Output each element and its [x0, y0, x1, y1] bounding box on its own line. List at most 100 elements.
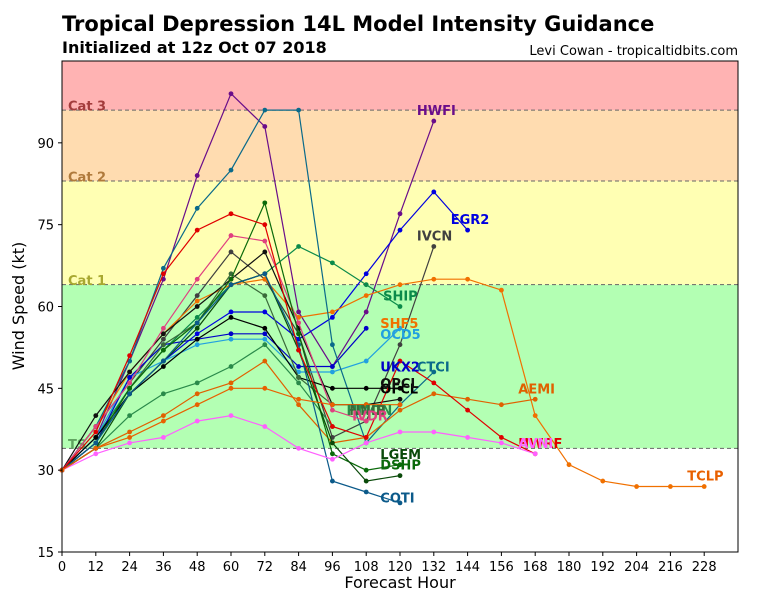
- data-point: [194, 173, 200, 178]
- data-point: [228, 309, 234, 315]
- data-point: [262, 107, 268, 113]
- series-label-avni: AVNI: [518, 437, 553, 452]
- data-point: [93, 435, 99, 440]
- data-point: [296, 309, 301, 315]
- data-point: [262, 325, 268, 331]
- data-point: [127, 440, 132, 446]
- data-point: [228, 282, 234, 288]
- data-point: [330, 424, 335, 429]
- data-point: [363, 440, 369, 446]
- data-point: [228, 315, 234, 320]
- data-point: [330, 440, 335, 446]
- data-point: [93, 413, 99, 419]
- y-axis-label: Wind Speed (kt): [9, 242, 28, 371]
- x-tick-label: 108: [354, 560, 379, 575]
- data-point: [228, 385, 234, 391]
- band-label: Cat 2: [68, 171, 106, 186]
- data-point: [228, 167, 234, 173]
- x-tick-label: 156: [489, 560, 514, 575]
- band-cat-3: [62, 61, 738, 111]
- data-point: [262, 238, 268, 244]
- data-point: [161, 364, 166, 369]
- data-point: [262, 385, 268, 391]
- y-tick-label: 75: [37, 219, 54, 234]
- data-point: [397, 407, 403, 413]
- data-point: [532, 413, 538, 419]
- series-label-ofcl: OFCL: [380, 382, 418, 397]
- data-point: [330, 364, 335, 369]
- data-point: [228, 91, 234, 97]
- data-point: [330, 315, 335, 320]
- data-point: [296, 445, 301, 451]
- data-point: [93, 429, 99, 435]
- data-point: [330, 478, 335, 484]
- data-point: [127, 380, 132, 386]
- data-point: [194, 380, 200, 386]
- data-point: [330, 407, 335, 413]
- data-point: [532, 451, 538, 457]
- data-point: [161, 331, 166, 337]
- band-cat-1: [62, 181, 738, 285]
- x-tick-label: 228: [692, 560, 717, 575]
- data-point: [363, 271, 369, 277]
- data-point: [161, 271, 166, 277]
- data-point: [397, 396, 403, 402]
- data-point: [397, 429, 403, 435]
- data-point: [194, 402, 200, 408]
- data-point: [330, 385, 335, 391]
- y-tick-label: 90: [37, 137, 54, 152]
- data-point: [296, 244, 301, 249]
- data-point: [194, 304, 200, 309]
- data-point: [431, 118, 437, 124]
- data-point: [431, 391, 437, 397]
- series-label-opcl: OPCL: [380, 377, 418, 392]
- axes: 0 12 24 36 48 60 72 84 96 108 120 132 144 156 168 180 19…: [37, 137, 716, 575]
- data-point: [194, 331, 200, 337]
- data-point: [127, 369, 132, 375]
- x-tick-label: 192: [590, 560, 615, 575]
- data-point: [127, 358, 132, 364]
- data-point: [397, 402, 403, 408]
- data-point: [431, 244, 437, 249]
- data-point: [431, 369, 437, 375]
- data-point: [330, 369, 335, 375]
- series-label-dshp: DSHP: [380, 459, 421, 474]
- data-point: [228, 331, 234, 337]
- data-point: [161, 336, 166, 342]
- data-point: [397, 342, 403, 348]
- x-tick-label: 168: [523, 560, 548, 575]
- series-ivdr: [59, 233, 369, 473]
- data-point: [296, 347, 301, 353]
- data-point: [363, 358, 369, 364]
- data-point: [194, 391, 200, 397]
- series-tclp: [59, 385, 403, 473]
- data-point: [363, 385, 369, 391]
- x-tick-label: 84: [290, 560, 307, 575]
- data-point: [668, 484, 673, 489]
- data-point: [127, 375, 132, 380]
- series-label-egr2: EGR2: [451, 213, 490, 228]
- data-point: [397, 358, 403, 364]
- series-hwrf: [59, 211, 538, 473]
- data-point: [397, 385, 403, 391]
- data-point: [363, 489, 369, 495]
- x-tick-label: 36: [155, 560, 172, 575]
- data-point: [194, 325, 200, 331]
- series-line: [61, 92, 435, 471]
- data-point: [330, 309, 335, 315]
- data-point: [127, 353, 132, 358]
- data-point: [262, 293, 268, 298]
- data-point: [262, 309, 268, 315]
- data-point: [499, 402, 504, 408]
- data-point: [194, 205, 200, 211]
- data-point: [532, 396, 538, 402]
- series-label-ship: SHIP: [383, 290, 418, 305]
- data-point: [262, 424, 268, 429]
- data-point: [262, 276, 268, 282]
- data-point: [228, 413, 234, 419]
- series-line: [61, 278, 705, 488]
- data-point: [194, 293, 200, 298]
- data-point: [93, 451, 99, 457]
- series-label-hmon: HMON: [346, 404, 392, 419]
- data-point: [194, 298, 200, 304]
